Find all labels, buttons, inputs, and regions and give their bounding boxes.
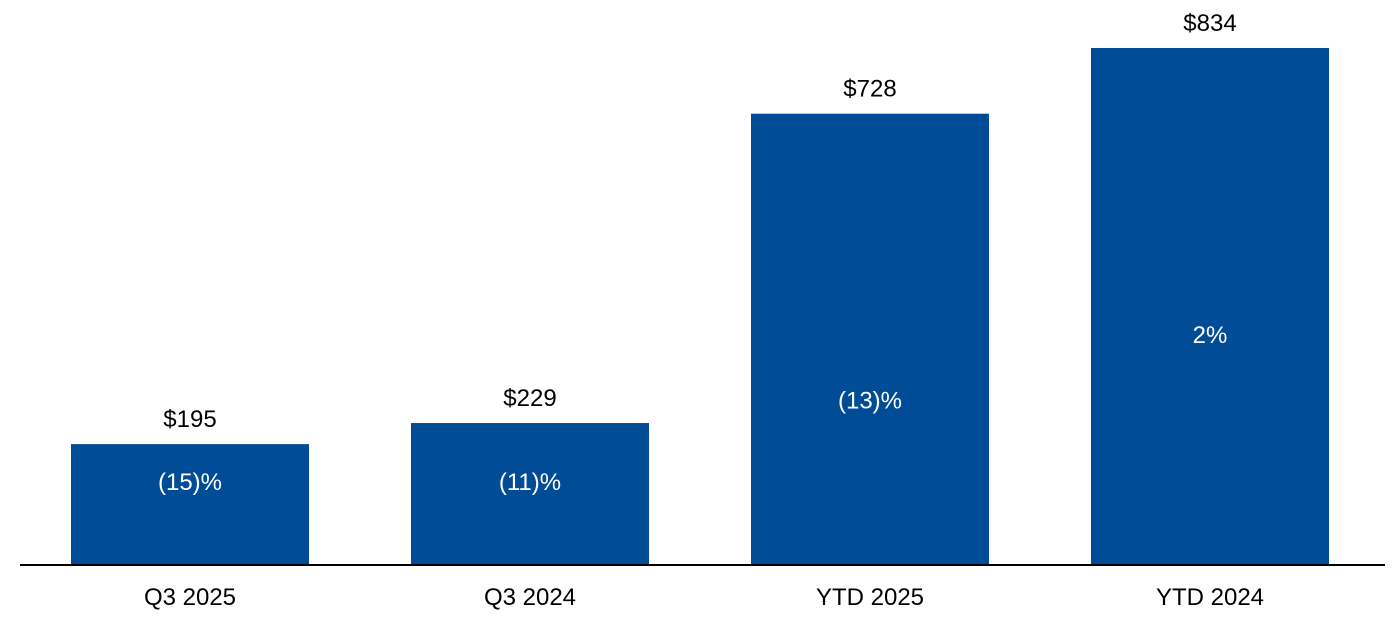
bar-value-label-3: $834: [1183, 10, 1236, 37]
bar-change-label-2: (13)%: [838, 388, 902, 415]
labels-group: $195 (15)% Q3 2025 $229 (11)% Q3 2024 $728 (13)…: [144, 10, 1264, 611]
bar-1: [411, 423, 649, 565]
bar-value-label-0: $195: [163, 406, 216, 433]
bar-0: [71, 444, 309, 565]
bar-value-label-1: $229: [503, 385, 556, 412]
bars-group: [71, 48, 1329, 565]
bar-2: [751, 113, 989, 565]
category-label-3: YTD 2024: [1156, 584, 1264, 611]
category-label-1: Q3 2024: [484, 584, 576, 611]
bar-3: [1091, 48, 1329, 565]
category-label-2: YTD 2025: [816, 584, 924, 611]
bar-value-label-2: $728: [843, 76, 896, 103]
bar-change-label-1: (11)%: [499, 469, 561, 496]
bar-change-label-0: (15)%: [158, 469, 222, 496]
category-label-0: Q3 2025: [144, 584, 236, 611]
bar-change-label-3: 2%: [1193, 322, 1228, 349]
